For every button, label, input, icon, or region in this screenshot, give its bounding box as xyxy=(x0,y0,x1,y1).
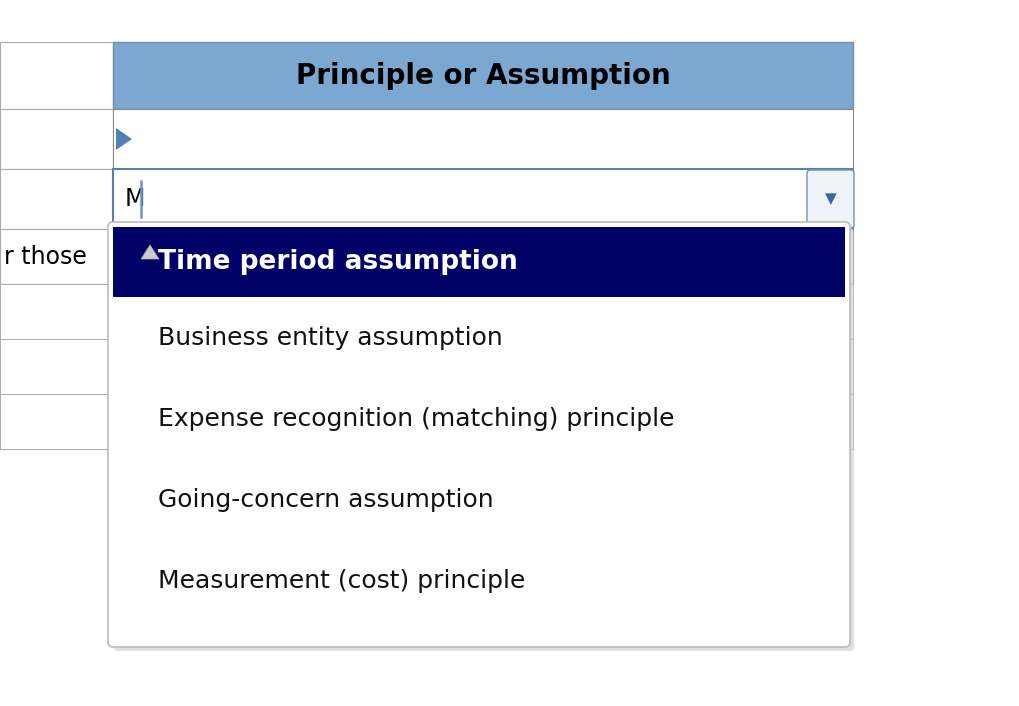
Polygon shape xyxy=(116,128,132,150)
Bar xyxy=(0,339,113,394)
Text: Measurement (cost) principle: Measurement (cost) principle xyxy=(158,569,526,593)
Bar xyxy=(113,42,853,109)
Text: ▼: ▼ xyxy=(824,191,837,206)
Bar xyxy=(0,229,113,284)
Bar xyxy=(0,284,113,339)
Bar xyxy=(0,394,113,449)
Bar xyxy=(113,229,853,284)
Bar xyxy=(113,109,853,169)
Polygon shape xyxy=(141,245,159,259)
FancyBboxPatch shape xyxy=(108,222,850,647)
FancyBboxPatch shape xyxy=(807,170,854,228)
Bar xyxy=(0,339,113,394)
Text: Principle or Assumption: Principle or Assumption xyxy=(296,61,671,90)
Text: Going-concern assumption: Going-concern assumption xyxy=(158,488,493,512)
Text: r those: r those xyxy=(4,244,87,268)
Bar xyxy=(113,394,853,449)
FancyBboxPatch shape xyxy=(114,228,854,651)
Bar xyxy=(0,169,113,229)
Bar xyxy=(0,284,113,339)
Bar xyxy=(113,227,845,297)
Bar xyxy=(113,339,853,394)
Text: Expense recognition (matching) principle: Expense recognition (matching) principle xyxy=(158,407,675,431)
Bar xyxy=(0,394,113,449)
Polygon shape xyxy=(116,246,132,268)
Bar xyxy=(113,284,853,339)
Bar xyxy=(0,42,113,109)
Bar xyxy=(0,109,113,169)
Text: M: M xyxy=(125,187,146,211)
Bar xyxy=(113,169,853,229)
Text: Time period assumption: Time period assumption xyxy=(158,249,518,275)
Text: Business entity assumption: Business entity assumption xyxy=(158,325,502,349)
